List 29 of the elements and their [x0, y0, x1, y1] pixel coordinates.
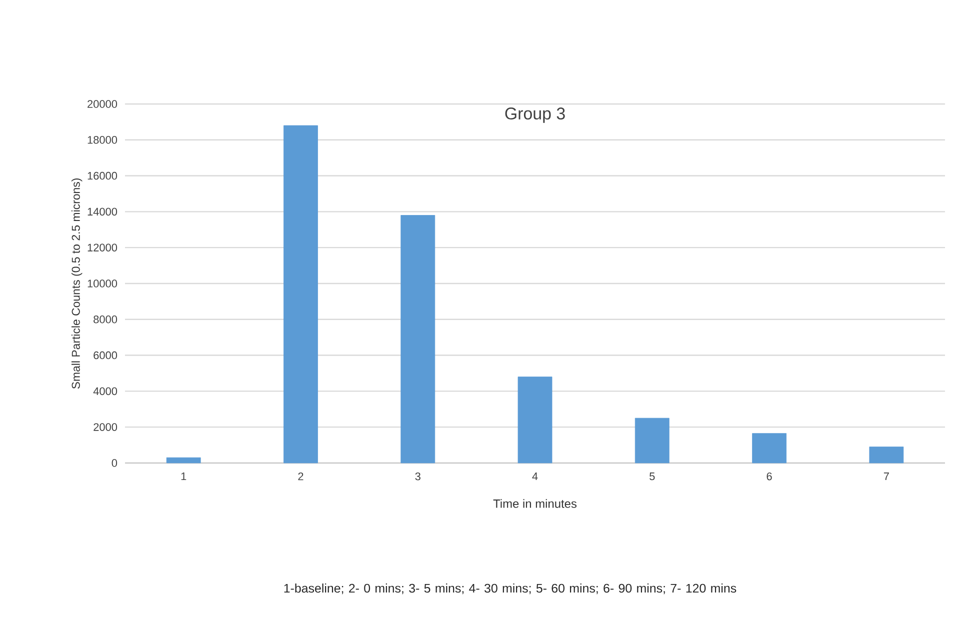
y-tick-label: 10000 — [88, 280, 118, 288]
x-tick-label: 7 — [884, 472, 889, 480]
y-tick-label: 16000 — [88, 172, 118, 180]
bar — [166, 457, 201, 464]
bar — [400, 215, 436, 464]
bar — [284, 125, 318, 464]
y-tick-label: 2000 — [94, 423, 118, 431]
text: 1-baseline; 2- 0 mins; 3- 5 mins; 4- 30 mins; 5- 60 mins; 6- 90 mins; 7- 120 mins — [284, 584, 736, 594]
bar — [634, 418, 670, 464]
bar — [518, 376, 552, 464]
x-axis-title: Time in minutes — [493, 499, 577, 508]
bar — [869, 446, 904, 464]
y-tick-label: 0 — [112, 459, 118, 467]
chart-title: Group 3 — [505, 108, 565, 123]
x-tick-label: 3 — [415, 472, 420, 480]
y-tick-label: 12000 — [88, 244, 118, 252]
y-tick-label: 18000 — [88, 136, 118, 144]
y-tick-label: 4000 — [93, 387, 118, 396]
bar — [752, 433, 786, 464]
x-tick-label: 4 — [532, 472, 538, 480]
x-tick-label: 6 — [766, 472, 772, 480]
x-tick-label: 5 — [650, 472, 655, 480]
y-axis-title: Small Particle Counts (0.5 to 2.5 microns) — [72, 178, 82, 389]
x-tick-label: 2 — [298, 472, 304, 480]
y-tick-label: 20000 — [88, 100, 118, 108]
y-tick-label: 14000 — [88, 208, 118, 216]
x-tick-label: 1 — [181, 472, 186, 480]
y-tick-label: 6000 — [94, 351, 118, 360]
y-tick-label: 8000 — [94, 316, 118, 324]
